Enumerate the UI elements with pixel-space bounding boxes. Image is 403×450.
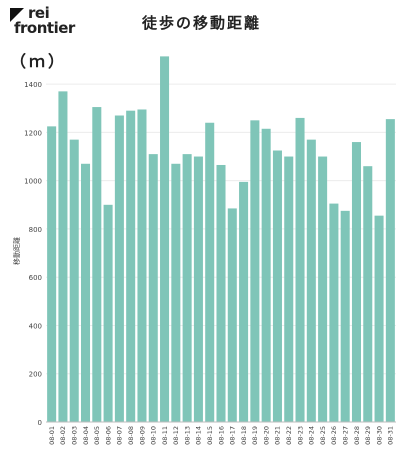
x-tick-label: 08-08 bbox=[127, 426, 135, 445]
y-axis-label: 移動距離 bbox=[12, 237, 21, 265]
bar bbox=[183, 154, 192, 422]
bar bbox=[160, 56, 169, 422]
bar bbox=[194, 157, 203, 422]
bar bbox=[284, 157, 293, 422]
x-tick-label: 08-30 bbox=[375, 426, 383, 445]
bar bbox=[58, 91, 67, 422]
x-tick-label: 08-26 bbox=[330, 426, 338, 445]
bar bbox=[352, 142, 361, 422]
bar bbox=[171, 164, 180, 422]
x-tick-label: 08-01 bbox=[48, 426, 56, 445]
x-tick-label: 08-24 bbox=[308, 426, 316, 445]
x-tick-label: 08-03 bbox=[71, 426, 79, 445]
bar bbox=[47, 126, 56, 422]
x-tick-label: 08-20 bbox=[262, 426, 270, 445]
y-tick-label: 800 bbox=[29, 226, 42, 234]
x-tick-label: 08-23 bbox=[296, 426, 304, 445]
bar bbox=[341, 211, 350, 422]
bar bbox=[126, 111, 135, 422]
bar bbox=[137, 109, 146, 422]
y-tick-label: 1200 bbox=[24, 129, 42, 137]
x-tick-label: 08-07 bbox=[116, 426, 124, 445]
bar bbox=[318, 157, 327, 422]
x-tick-label: 08-12 bbox=[172, 426, 180, 445]
bar bbox=[115, 116, 124, 422]
x-tick-label: 08-05 bbox=[93, 426, 101, 445]
x-tick-label: 08-04 bbox=[82, 426, 90, 445]
bar bbox=[70, 140, 79, 422]
bar bbox=[92, 107, 101, 422]
bar bbox=[273, 151, 282, 423]
x-tick-label: 08-17 bbox=[229, 426, 237, 445]
bar bbox=[363, 166, 372, 422]
x-tick-label: 08-28 bbox=[353, 426, 361, 445]
bar bbox=[386, 119, 395, 422]
x-tick-label: 08-25 bbox=[319, 426, 327, 445]
bar bbox=[375, 216, 384, 422]
bar bbox=[329, 204, 338, 422]
x-tick-label: 08-19 bbox=[251, 426, 259, 445]
bar bbox=[296, 118, 305, 422]
y-tick-label: 1400 bbox=[24, 81, 42, 89]
x-tick-label: 08-22 bbox=[285, 426, 293, 445]
bar bbox=[104, 205, 113, 422]
bar bbox=[81, 164, 90, 422]
x-tick-label: 08-10 bbox=[150, 426, 158, 445]
bar bbox=[307, 140, 316, 422]
x-tick-label: 08-29 bbox=[364, 426, 372, 445]
x-tick-label: 08-09 bbox=[138, 426, 146, 445]
y-tick-label: 1000 bbox=[24, 178, 42, 186]
bar bbox=[250, 120, 259, 422]
bars bbox=[47, 56, 395, 422]
y-tick-label: 400 bbox=[29, 322, 42, 330]
x-tick-label: 08-16 bbox=[217, 426, 225, 445]
bar bbox=[205, 123, 214, 422]
y-tick-label: 0 bbox=[38, 419, 42, 427]
x-tick-label: 08-15 bbox=[206, 426, 214, 445]
x-tick-label: 08-02 bbox=[59, 426, 67, 445]
y-tick-label: 200 bbox=[29, 371, 42, 379]
bar bbox=[239, 182, 248, 422]
x-tick-label: 08-31 bbox=[387, 426, 395, 445]
bar bbox=[262, 129, 271, 422]
x-tick-label: 08-18 bbox=[240, 426, 248, 445]
x-tick-label: 08-13 bbox=[183, 426, 191, 445]
y-tick-label: 600 bbox=[29, 274, 42, 282]
bar bbox=[228, 208, 237, 422]
bar bbox=[216, 165, 225, 422]
x-tick-label: 08-27 bbox=[341, 426, 349, 445]
x-tick-label: 08-11 bbox=[161, 426, 169, 445]
x-tick-label: 08-21 bbox=[274, 426, 282, 445]
x-tick-label: 08-14 bbox=[195, 426, 203, 445]
bar bbox=[149, 154, 158, 422]
x-tick-label: 08-06 bbox=[104, 426, 112, 445]
